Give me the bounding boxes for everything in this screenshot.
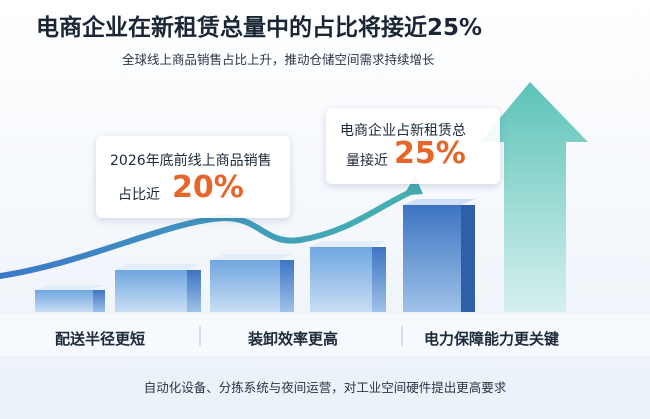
callout-highlight: 25% <box>394 136 466 171</box>
curve-arrowhead <box>403 175 423 196</box>
feature: 配送半径更短 <box>55 330 146 348</box>
callout-prefix: 量接近 <box>346 153 388 169</box>
title: 电商企业在新租赁总量中的占比将接近25% <box>36 15 483 41</box>
trend-curve <box>0 187 418 279</box>
growth-arrow <box>480 82 588 312</box>
callout-text: 电商企业占新租赁总 <box>340 123 466 139</box>
callout: 2026年底前线上商品销售 占比近 20% <box>96 136 290 218</box>
callout-prefix: 占比近 <box>118 187 160 203</box>
subtitle: 全球线上商品销售占比上升，推动仓储空间需求持续增长 <box>122 52 435 67</box>
feature-band <box>0 314 650 356</box>
callout: 电商企业占新租赁总 量接近 25% <box>326 108 500 184</box>
callout-text: 2026年底前线上商品销售 <box>110 153 272 169</box>
footer: 自动化设备、分拣系统与夜间运营，对工业空间硬件提出更高要求 <box>143 380 507 395</box>
bars <box>35 199 475 312</box>
feature: 电力保障能力更关键 <box>424 330 560 348</box>
feature: 装卸效率更高 <box>248 330 339 348</box>
callout-highlight: 20% <box>172 170 244 205</box>
